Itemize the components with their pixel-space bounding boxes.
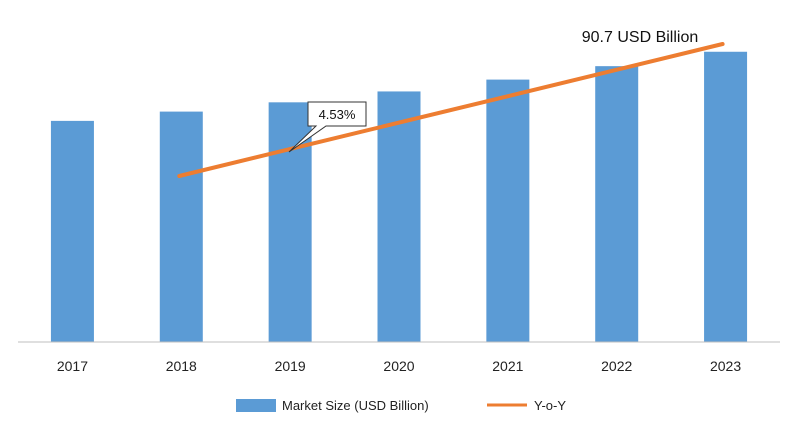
bar-2017 <box>50 120 94 342</box>
legend-swatch-market-size <box>236 399 276 412</box>
x-axis-tick-labels: 2017 2018 2019 2020 2021 2022 2023 <box>57 358 742 374</box>
legend: Market Size (USD Billion) Y-o-Y <box>236 398 566 413</box>
yoy-callout-box <box>288 101 367 153</box>
bar-2022 <box>595 66 639 342</box>
bar-2020 <box>377 91 421 342</box>
legend-label-market-size: Market Size (USD Billion) <box>282 398 429 413</box>
bar-2023 <box>704 51 748 342</box>
x-tick-label-2017: 2017 <box>57 358 88 374</box>
yoy-callout-text: 4.53% <box>319 107 356 122</box>
x-tick-label-2023: 2023 <box>710 358 741 374</box>
yoy-trend-line <box>177 42 725 178</box>
bar-2019 <box>268 102 312 342</box>
bar-2018 <box>159 111 203 342</box>
x-tick-label-2022: 2022 <box>601 358 632 374</box>
x-tick-label-2020: 2020 <box>383 358 414 374</box>
x-tick-label-2021: 2021 <box>492 358 523 374</box>
x-tick-label-2018: 2018 <box>166 358 197 374</box>
legend-label-yoy: Y-o-Y <box>534 398 566 413</box>
yoy-callout: 4.53% <box>288 101 367 153</box>
bar-2021 <box>486 79 530 342</box>
end-value-label: 90.7 USD Billion <box>582 29 699 46</box>
bar-series <box>50 51 748 342</box>
x-tick-label-2019: 2019 <box>275 358 306 374</box>
